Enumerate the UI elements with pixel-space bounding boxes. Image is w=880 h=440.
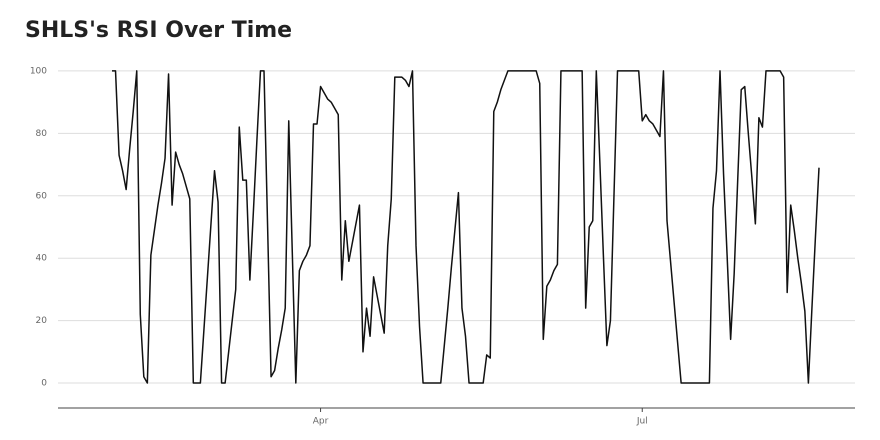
x-tick-label: Jul <box>636 417 648 427</box>
y-tick-label: 20 <box>36 316 48 326</box>
y-tick-label: 60 <box>36 191 48 201</box>
y-tick-label: 80 <box>36 129 48 139</box>
x-tick-label: Apr <box>313 417 329 427</box>
chart-title: SHLS's RSI Over Time <box>25 18 292 43</box>
y-tick-label: 40 <box>36 254 48 264</box>
line <box>112 70 820 384</box>
y-tick-label: 0 <box>41 379 47 389</box>
y-tick-label: 100 <box>30 66 47 76</box>
